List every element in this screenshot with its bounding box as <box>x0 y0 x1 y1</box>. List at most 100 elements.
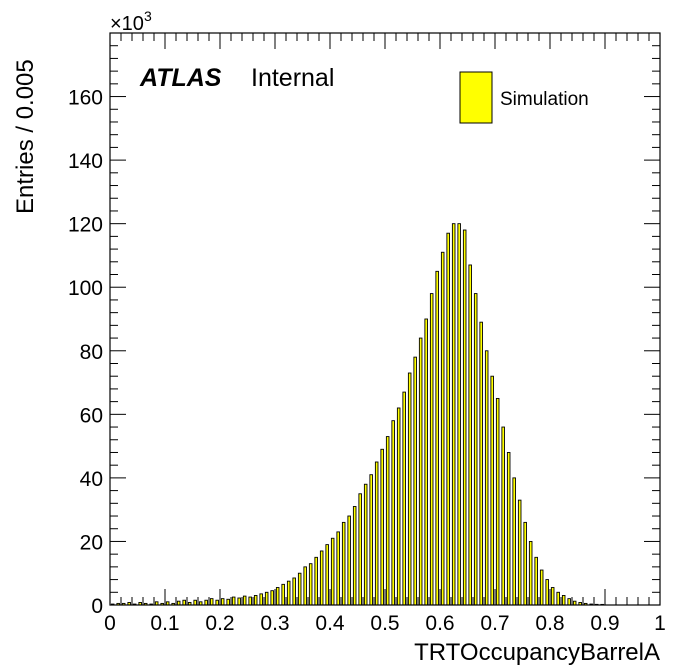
histogram-bar-82 <box>561 595 566 606</box>
histogram-bar-61 <box>446 232 450 606</box>
histogram-bar-71 <box>501 426 505 606</box>
histogram-bar-76 <box>528 540 533 606</box>
histogram-bar-78 <box>539 569 544 606</box>
histogram-bar-41 <box>336 531 340 606</box>
y-tick-labels: 0 20 40 60 80 100 120 140 160 <box>68 87 103 618</box>
histogram-bar-21 <box>226 598 230 606</box>
histogram-bar-69 <box>490 375 494 606</box>
internal-label: Internal <box>251 64 334 92</box>
histogram-bar-46 <box>363 483 368 606</box>
histogram-bar-50 <box>385 436 390 606</box>
x-tick-label: 1 <box>654 612 666 635</box>
histogram-bar-23 <box>237 597 241 606</box>
histogram-bar-47 <box>369 474 373 606</box>
histogram-bar-80 <box>550 587 555 606</box>
histogram-bar-81 <box>556 591 560 606</box>
histogram-bar-63 <box>457 223 461 606</box>
histogram-bar-30 <box>275 587 280 606</box>
histogram-bar-17 <box>204 599 208 606</box>
histogram-bar-52 <box>396 407 401 606</box>
histogram-bar-40 <box>330 537 335 606</box>
histogram-bar-45 <box>358 493 362 606</box>
histogram-bar-56 <box>418 337 423 606</box>
x-tick-labels: 0 0.1 0.2 0.3 0.4 0.5 0.6 0.7 0.8 0.9 1 <box>104 612 666 635</box>
y-tick-label: 20 <box>80 531 103 554</box>
x-tick-label: 0.7 <box>480 612 509 635</box>
histogram-bar-27 <box>259 593 263 606</box>
histogram-bar-38 <box>319 550 324 606</box>
histogram-bar-77 <box>534 556 538 606</box>
x-axis-title: TRTOccupancyBarrelA <box>414 639 660 666</box>
histogram-bar-48 <box>374 461 379 606</box>
histogram-bar-42 <box>341 521 346 606</box>
histogram-bar-79 <box>545 579 549 606</box>
histogram-bar-58 <box>429 293 434 606</box>
x-tick-label: 0.2 <box>205 612 234 635</box>
histogram-bar-57 <box>424 318 428 606</box>
histogram-bars <box>110 223 604 606</box>
y-tick-label: 0 <box>91 595 103 618</box>
histogram-bar-53 <box>402 391 406 606</box>
histogram-bar-64 <box>462 229 467 606</box>
histogram-bar-39 <box>325 544 329 606</box>
y-axis-title: Entries / 0.005 <box>12 59 39 214</box>
histogram-bar-44 <box>352 506 357 606</box>
y-tick-label: 120 <box>68 214 103 237</box>
x-tick-label: 0.1 <box>150 612 179 635</box>
histogram-bar-18 <box>209 598 214 606</box>
legend-swatch <box>459 71 493 124</box>
plot-frame-rect <box>109 32 661 606</box>
histogram-bar-65 <box>468 264 472 606</box>
y-tick-label: 140 <box>68 150 103 173</box>
y-multiplier-exponent: 3 <box>144 8 152 24</box>
histogram-bar-62 <box>451 223 456 606</box>
histogram-bar-43 <box>347 515 351 606</box>
histogram-bar-34 <box>297 572 302 606</box>
histogram-bar-15 <box>193 599 197 606</box>
y-tick-label: 160 <box>68 87 103 110</box>
histogram-bar-28 <box>264 591 269 606</box>
y-tick-label: 40 <box>80 468 103 491</box>
histogram-bar-70 <box>495 397 500 606</box>
histogram-bar-13 <box>182 599 186 606</box>
histogram-bar-72 <box>506 452 511 606</box>
histogram-bar-51 <box>391 420 395 606</box>
histogram-bar-32 <box>286 580 291 606</box>
x-tick-label: 0.8 <box>535 612 564 635</box>
histogram-bar-75 <box>523 521 527 606</box>
histogram-bar-22 <box>231 596 236 606</box>
histogram-bar-31 <box>281 583 285 606</box>
y-tick-label: 80 <box>80 341 103 364</box>
x-tick-label: 0.9 <box>590 612 619 635</box>
x-tick-label: 0.5 <box>370 612 399 635</box>
histogram-bar-29 <box>270 590 274 606</box>
tick-marks <box>109 32 661 606</box>
y-tick-label: 100 <box>68 277 103 300</box>
x-tick-label: 0.4 <box>315 612 345 635</box>
y-multiplier: ×103 <box>110 8 152 35</box>
histogram-bar-26 <box>253 595 258 606</box>
histogram-bar-73 <box>512 477 516 606</box>
histogram-bar-60 <box>440 251 445 606</box>
plot-frame <box>109 32 661 606</box>
histogram-bar-54 <box>407 372 412 606</box>
legend-label-simulation: Simulation <box>500 89 589 110</box>
x-tick-label: 0.3 <box>260 612 289 635</box>
histogram-bar-59 <box>435 270 439 606</box>
histogram-bar-37 <box>314 556 318 606</box>
histogram-bar-24 <box>242 595 247 606</box>
histogram-bar-74 <box>517 499 522 606</box>
histogram-bar-49 <box>380 448 384 606</box>
histogram-bar-19 <box>215 599 219 606</box>
histogram-bar-33 <box>292 577 296 606</box>
y-multiplier-base: ×10 <box>110 13 144 35</box>
histogram-bar-55 <box>413 356 417 606</box>
atlas-label: ATLAS <box>139 64 222 92</box>
histogram-bar-25 <box>248 596 252 606</box>
histogram-bar-68 <box>484 350 489 606</box>
x-tick-label: 0.6 <box>425 612 454 635</box>
histogram-bar-67 <box>479 321 483 606</box>
x-tick-label: 0 <box>104 612 116 635</box>
histogram-bar-66 <box>473 293 478 606</box>
